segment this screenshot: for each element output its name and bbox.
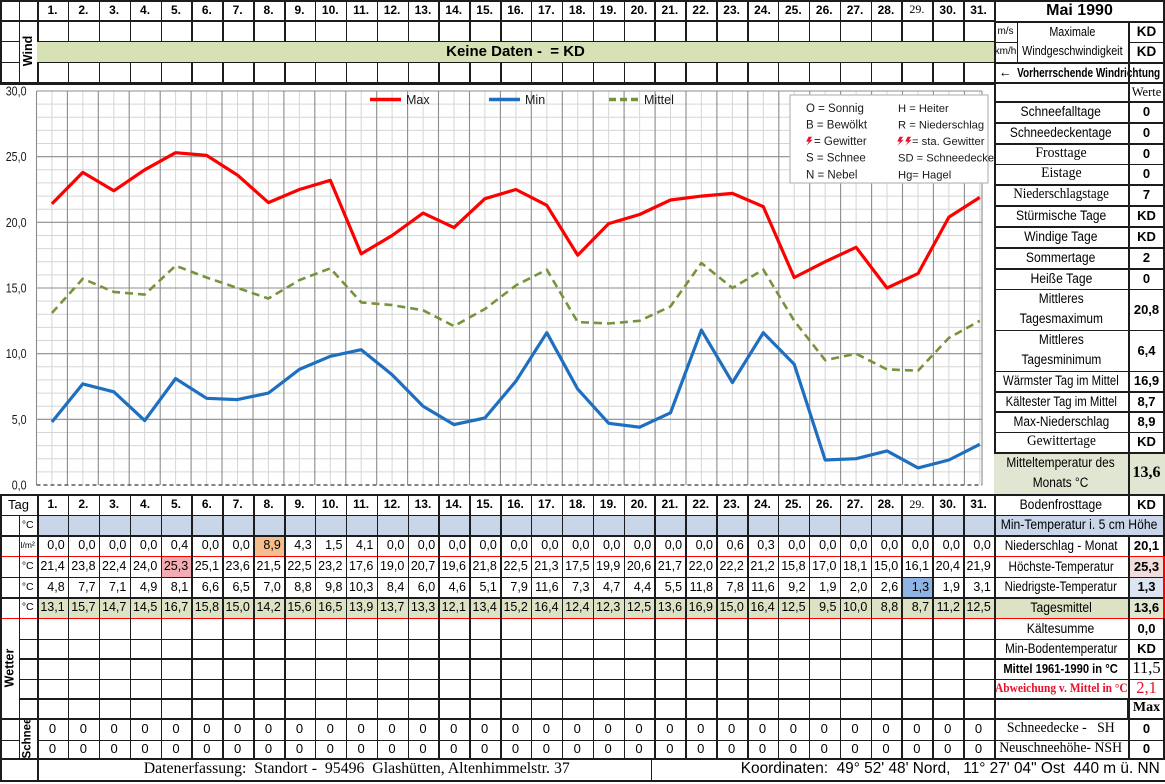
svg-text:0,0: 0,0 bbox=[12, 477, 27, 492]
svg-text:= sta. Gewitter: = sta. Gewitter bbox=[912, 136, 985, 148]
svg-text:Max: Max bbox=[406, 93, 430, 107]
svg-text:30,0: 30,0 bbox=[6, 83, 27, 98]
svg-text:10,0: 10,0 bbox=[6, 346, 27, 361]
svg-text:5,0: 5,0 bbox=[12, 412, 27, 427]
svg-text:S = Schnee: S = Schnee bbox=[806, 153, 866, 165]
svg-text:25,0: 25,0 bbox=[6, 149, 27, 164]
svg-text:O = Sonnig: O = Sonnig bbox=[806, 103, 864, 115]
svg-text:Hg= Hagel: Hg= Hagel bbox=[898, 170, 951, 182]
svg-text:Mittel: Mittel bbox=[644, 93, 674, 107]
svg-text:= Gewitter: = Gewitter bbox=[814, 136, 867, 148]
svg-text:B = Bewölkt: B = Bewölkt bbox=[806, 120, 868, 132]
svg-text:Min: Min bbox=[525, 93, 545, 107]
svg-text:H = Heiter: H = Heiter bbox=[898, 103, 949, 115]
svg-text:SD = Schneedecke: SD = Schneedecke bbox=[898, 153, 994, 165]
svg-text:15,0: 15,0 bbox=[6, 280, 27, 295]
svg-text:N = Nebel: N = Nebel bbox=[806, 170, 857, 182]
svg-text:20,0: 20,0 bbox=[6, 215, 27, 230]
svg-text:R = Niederschlag: R = Niederschlag bbox=[898, 120, 984, 132]
